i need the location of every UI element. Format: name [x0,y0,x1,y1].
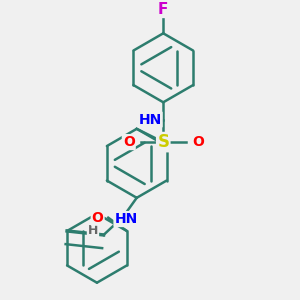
Text: O: O [92,211,103,225]
Text: HN: HN [138,112,162,127]
Text: O: O [123,135,135,149]
Text: F: F [158,2,169,17]
Text: O: O [192,135,204,149]
Text: HN: HN [115,212,138,226]
Text: S: S [157,133,169,151]
Text: H: H [88,224,98,238]
